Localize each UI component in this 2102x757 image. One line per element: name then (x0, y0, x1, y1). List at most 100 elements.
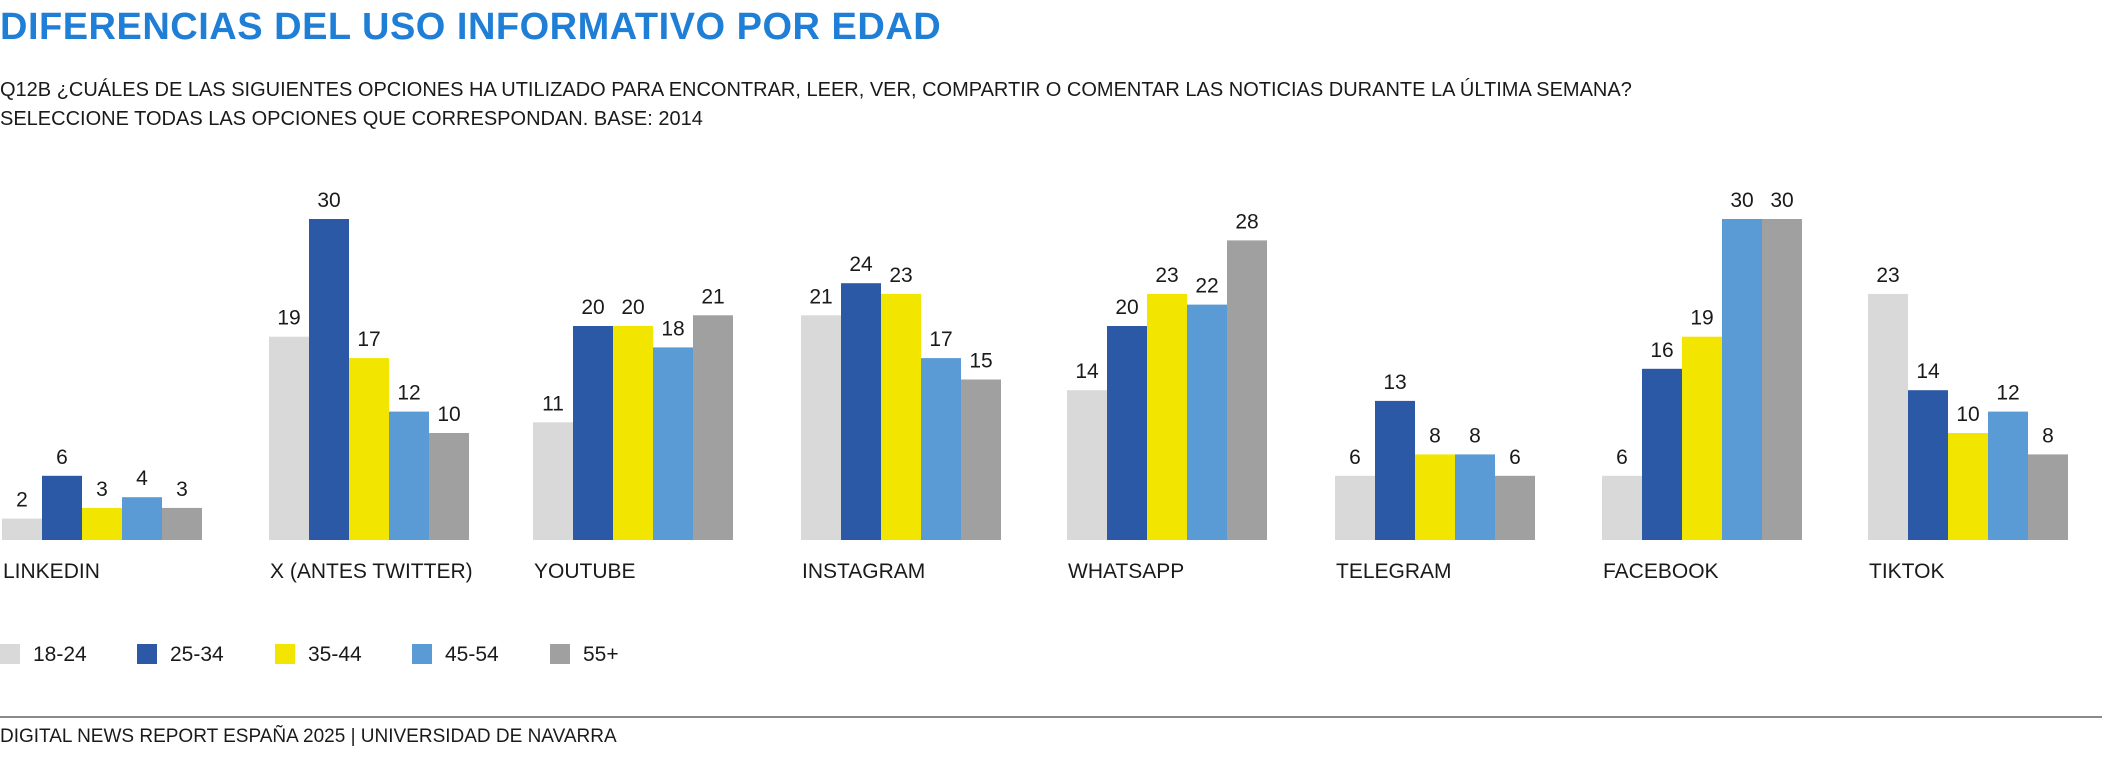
data-label-telegram-55: 6 (1509, 446, 1521, 469)
bar-youtube-45-54 (653, 347, 693, 540)
data-label-linkedin-45-54: 4 (136, 467, 148, 490)
legend-swatch-35-44 (275, 644, 295, 664)
data-label-tiktok-35-44: 10 (1956, 403, 1979, 426)
bar-linkedin-18-24 (2, 518, 42, 540)
data-label-facebook-45-54: 30 (1730, 189, 1753, 212)
bar-instagram-25-34 (841, 283, 881, 540)
bar-tiktok-18-24 (1868, 293, 1908, 540)
data-label-linkedin-55: 3 (176, 478, 188, 501)
bar-youtube-55 (693, 315, 733, 540)
legend-label-45-54: 45-54 (445, 643, 499, 666)
bar-instagram-45-54 (921, 358, 961, 540)
legend-swatch-18-24 (0, 644, 20, 664)
category-label-youtube: YOUTUBE (534, 560, 636, 583)
data-label-x-antes-twitter-45-54: 12 (397, 382, 420, 405)
legend-swatch-45-54 (412, 644, 432, 664)
data-label-facebook-35-44: 19 (1690, 307, 1713, 330)
bar-telegram-45-54 (1455, 454, 1495, 540)
legend-label-55: 55+ (583, 643, 619, 666)
bar-linkedin-35-44 (82, 507, 122, 540)
data-label-whatsapp-45-54: 22 (1195, 275, 1218, 298)
bar-facebook-18-24 (1602, 475, 1642, 540)
data-label-x-antes-twitter-18-24: 19 (277, 307, 300, 330)
data-label-whatsapp-35-44: 23 (1155, 264, 1178, 287)
legend-label-35-44: 35-44 (308, 643, 362, 666)
legend-swatch-25-34 (137, 644, 157, 664)
chart-subtitle: Q12B ¿CUÁLES DE LAS SIGUIENTES OPCIONES … (0, 76, 1632, 134)
bar-youtube-35-44 (613, 326, 653, 540)
data-label-instagram-25-34: 24 (849, 253, 873, 276)
data-label-youtube-25-34: 20 (581, 296, 604, 319)
data-label-youtube-45-54: 18 (661, 317, 684, 340)
data-label-instagram-55: 15 (969, 350, 992, 373)
bar-whatsapp-25-34 (1107, 326, 1147, 540)
category-label-linkedin: LINKEDIN (3, 560, 100, 583)
bar-tiktok-55 (2028, 454, 2068, 540)
bar-tiktok-25-34 (1908, 390, 1948, 540)
category-label-instagram: INSTAGRAM (802, 560, 925, 583)
bar-linkedin-55 (162, 507, 202, 540)
data-label-facebook-18-24: 6 (1616, 446, 1628, 469)
data-label-instagram-35-44: 23 (889, 264, 912, 287)
legend-swatch-55 (550, 644, 570, 664)
chart-title: DIFERENCIAS DEL USO INFORMATIVO POR EDAD (0, 6, 942, 48)
bar-instagram-35-44 (881, 293, 921, 540)
bar-facebook-45-54 (1722, 219, 1762, 540)
data-label-telegram-35-44: 8 (1429, 424, 1441, 447)
bar-telegram-18-24 (1335, 475, 1375, 540)
bar-x-antes-twitter-35-44 (349, 358, 389, 540)
bar-x-antes-twitter-18-24 (269, 336, 309, 540)
data-label-tiktok-55: 8 (2042, 424, 2054, 447)
bar-facebook-55 (1762, 219, 1802, 540)
bar-instagram-55 (961, 379, 1001, 540)
footer-source: DIGITAL NEWS REPORT ESPAÑA 2025 | UNIVER… (0, 726, 617, 747)
bar-telegram-35-44 (1415, 454, 1455, 540)
subtitle-line-2: SELECCIONE TODAS LAS OPCIONES QUE CORRES… (0, 108, 703, 130)
data-label-tiktok-25-34: 14 (1916, 360, 1940, 383)
subtitle-line-1: Q12B ¿CUÁLES DE LAS SIGUIENTES OPCIONES … (0, 79, 1632, 101)
bar-facebook-35-44 (1682, 336, 1722, 540)
bar-x-antes-twitter-45-54 (389, 411, 429, 540)
data-label-linkedin-35-44: 3 (96, 478, 108, 501)
data-label-whatsapp-55: 28 (1235, 210, 1258, 233)
category-label-whatsapp: WHATSAPP (1068, 560, 1184, 583)
category-label-facebook: FACEBOOK (1603, 560, 1719, 583)
bar-youtube-25-34 (573, 326, 613, 540)
bar-instagram-18-24 (801, 315, 841, 540)
bar-whatsapp-55 (1227, 240, 1267, 540)
bar-whatsapp-18-24 (1067, 390, 1107, 540)
data-label-instagram-45-54: 17 (929, 328, 952, 351)
bar-whatsapp-45-54 (1187, 304, 1227, 540)
data-label-whatsapp-25-34: 20 (1115, 296, 1138, 319)
bar-facebook-25-34 (1642, 368, 1682, 540)
data-label-facebook-25-34: 16 (1650, 339, 1673, 362)
footer-divider (0, 716, 2102, 718)
data-label-whatsapp-18-24: 14 (1075, 360, 1099, 383)
category-label-telegram: TELEGRAM (1336, 560, 1452, 583)
data-label-youtube-35-44: 20 (621, 296, 644, 319)
bar-whatsapp-35-44 (1147, 293, 1187, 540)
bar-tiktok-35-44 (1948, 433, 1988, 540)
data-label-facebook-55: 30 (1770, 189, 1793, 212)
data-label-telegram-25-34: 13 (1383, 371, 1406, 394)
data-label-youtube-18-24: 11 (542, 392, 564, 415)
legend-label-18-24: 18-24 (33, 643, 87, 666)
bar-telegram-55 (1495, 475, 1535, 540)
data-label-telegram-18-24: 6 (1349, 446, 1361, 469)
data-label-tiktok-18-24: 23 (1876, 264, 1899, 287)
data-label-youtube-55: 21 (701, 285, 724, 308)
bar-youtube-18-24 (533, 422, 573, 540)
data-label-tiktok-45-54: 12 (1996, 382, 2019, 405)
bar-x-antes-twitter-55 (429, 433, 469, 540)
bar-linkedin-45-54 (122, 497, 162, 540)
legend-label-25-34: 25-34 (170, 643, 224, 666)
category-label-tiktok: TIKTOK (1869, 560, 1944, 583)
data-label-x-antes-twitter-25-34: 30 (317, 189, 340, 212)
bar-linkedin-25-34 (42, 475, 82, 540)
data-label-telegram-45-54: 8 (1469, 424, 1481, 447)
bar-x-antes-twitter-25-34 (309, 219, 349, 540)
data-label-linkedin-25-34: 6 (56, 446, 68, 469)
category-label-x-antes-twitter: X (ANTES TWITTER) (270, 560, 473, 583)
bar-telegram-25-34 (1375, 400, 1415, 540)
